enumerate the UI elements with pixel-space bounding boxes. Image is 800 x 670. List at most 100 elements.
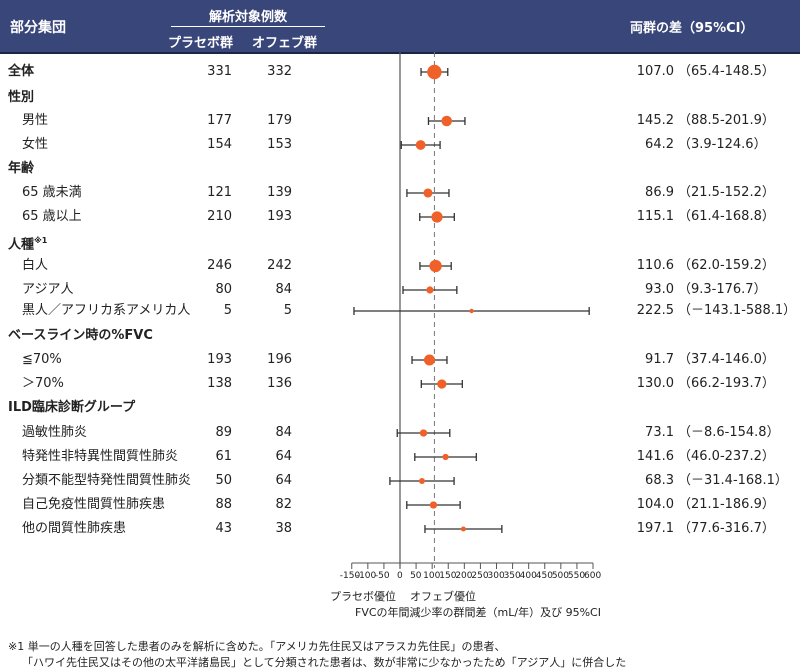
n-placebo: 246: [207, 258, 232, 273]
confidence-interval: （21.5-152.2）: [678, 185, 775, 200]
confidence-interval: （77.6-316.7）: [678, 521, 775, 536]
n-placebo: 121: [207, 185, 232, 200]
table-row: 他の間質性肺疾患 43 38 197.1 （77.6-316.7）: [0, 518, 800, 540]
estimate: 141.6: [636, 449, 674, 464]
placebo-header: プラセボ群: [168, 36, 234, 51]
estimate: 197.1: [636, 521, 674, 536]
confidence-interval: （9.3-176.7）: [678, 282, 767, 297]
table-row: 65 歳未満 121 139 86.9 （21.5-152.2）: [0, 182, 800, 204]
x-tick-label: 200: [455, 571, 473, 581]
row-label: アジア人: [22, 282, 74, 297]
table-row: 特発性非特異性間質性肺炎 61 64 141.6 （46.0-237.2）: [0, 446, 800, 468]
n-ofev: 193: [267, 209, 292, 224]
confidence-interval: （37.4-146.0）: [678, 352, 775, 367]
confidence-interval: （88.5-201.9）: [678, 113, 775, 128]
group-header-row: ベースライン時の%FVC: [0, 325, 800, 347]
confidence-interval: （66.2-193.7）: [678, 376, 775, 391]
x-tick-label: 550: [567, 571, 586, 581]
n-ofev: 5: [283, 303, 292, 318]
confidence-interval: （65.4-148.5）: [678, 64, 775, 79]
x-tick-label: 150: [439, 571, 457, 581]
point-estimate-marker: [415, 140, 426, 150]
n-ofev: 64: [275, 449, 292, 464]
footnote-marker: ※1: [34, 236, 48, 245]
estimate: 222.5: [636, 303, 674, 318]
confidence-interval: （3.9-124.6）: [678, 137, 767, 152]
point-estimate-marker: [469, 308, 474, 314]
table-row: アジア人 80 84 93.0 （9.3-176.7）: [0, 279, 800, 301]
point-estimate-marker: [437, 379, 447, 389]
confidence-interval: （21.1-186.9）: [678, 497, 775, 512]
n-placebo: 43: [215, 521, 232, 536]
point-estimate-marker: [418, 478, 425, 484]
point-estimate-marker: [442, 453, 449, 461]
point-estimate-marker: [431, 211, 443, 223]
group-header-row: ILD臨床診断グループ: [0, 397, 800, 419]
ofev-header: オフェブ群: [252, 36, 318, 51]
point-estimate-marker: [429, 259, 442, 273]
estimate: 130.0: [636, 376, 674, 391]
group-header-row: 全体 331 332 107.0 （65.4-148.5）: [0, 61, 800, 83]
estimate: 64.2: [645, 137, 674, 152]
point-estimate-marker: [427, 64, 442, 80]
x-tick-label: 100: [423, 571, 441, 581]
confidence-interval: （61.4-168.8）: [678, 209, 775, 224]
table-row: 白人 246 242 110.6 （62.0-159.2）: [0, 255, 800, 277]
row-label: 女性: [22, 137, 49, 152]
row-label: 性別: [8, 90, 35, 105]
n-placebo: 210: [207, 209, 232, 224]
point-estimate-marker: [426, 286, 434, 294]
row-label: 分類不能型特発性間質性肺炎: [22, 473, 192, 488]
estimate: 86.9: [645, 185, 674, 200]
table-row: 過敏性肺炎 89 84 73.1 （－8.6-154.8）: [0, 422, 800, 444]
x-tick-label: -150: [339, 571, 361, 581]
row-label: 男性: [22, 113, 49, 128]
n-placebo: 88: [215, 497, 232, 512]
group-header-row: 性別: [0, 87, 800, 109]
estimate: 93.0: [645, 282, 674, 297]
n-placebo: 177: [207, 113, 232, 128]
group-header-row: 人種※1: [0, 230, 800, 252]
row-label: ＞70%: [22, 376, 64, 391]
point-estimate-marker: [423, 188, 433, 198]
n-ofev: 84: [275, 425, 292, 440]
row-label: 過敏性肺炎: [22, 425, 88, 440]
n-ofev: 139: [267, 185, 292, 200]
confidence-interval: （46.0-237.2）: [678, 449, 775, 464]
n-ofev: 153: [267, 137, 292, 152]
n-ofev: 332: [267, 64, 292, 79]
n-placebo: 61: [215, 449, 232, 464]
confidence-interval: （－31.4-168.1）: [678, 473, 788, 488]
n-placebo: 5: [223, 303, 232, 318]
row-label: 白人: [22, 258, 49, 273]
estimate: 115.1: [636, 209, 674, 224]
point-estimate-marker: [419, 429, 428, 437]
footnote-line-2: 「ハワイ先住民又はその他の太平洋諸島民」として分類された患者は、数が非常に少なか…: [22, 656, 627, 669]
n-ofev: 64: [275, 473, 292, 488]
x-tick-label: 0: [397, 571, 403, 581]
row-label: 65 歳以上: [22, 209, 82, 224]
table-row: 分類不能型特発性間質性肺炎 50 64 68.3 （－31.4-168.1）: [0, 470, 800, 492]
row-label: 65 歳未満: [22, 185, 82, 200]
x-tick-label: 600: [584, 571, 602, 581]
subgroup-header: 部分集団: [10, 20, 66, 36]
row-label: 全体: [8, 64, 35, 79]
header-divider: [171, 26, 325, 27]
n-header: 解析対象例数: [208, 10, 287, 25]
favor-placebo-label: プラセボ優位: [330, 590, 396, 603]
n-placebo: 80: [215, 282, 232, 297]
row-label: 他の間質性肺疾患: [22, 521, 127, 536]
x-tick-label: -50: [374, 571, 390, 581]
n-ofev: 179: [267, 113, 292, 128]
table-row: 自己免疫性間質性肺疾患 88 82 104.0 （21.1-186.9）: [0, 494, 800, 516]
x-tick-label: 400: [519, 571, 537, 581]
n-placebo: 193: [207, 352, 232, 367]
estimate: 68.3: [645, 473, 674, 488]
estimate: 73.1: [645, 425, 674, 440]
axis-title: FVCの年間減少率の群間差（mL/年）及び 95%CI: [355, 606, 601, 619]
table-row: 男性 177 179 145.2 （88.5-201.9）: [0, 110, 800, 132]
x-tick-label: 450: [535, 571, 553, 581]
n-ofev: 196: [267, 352, 292, 367]
x-tick-label: 50: [410, 571, 422, 581]
table-row: 黒人／アフリカ系アメリカ人 5 5 222.5 （－143.1-588.1）: [0, 300, 800, 322]
